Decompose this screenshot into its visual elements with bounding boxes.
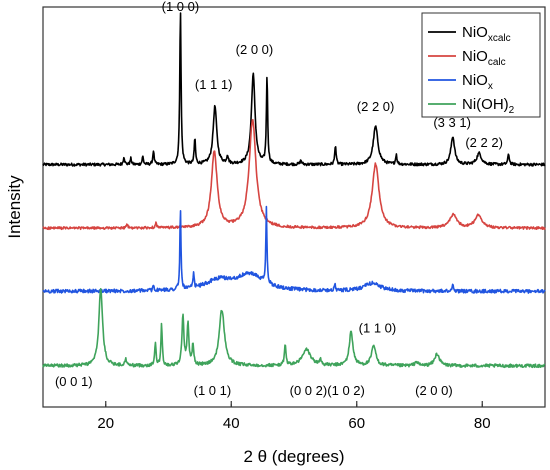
peak-labels: (1 0 0) (1 1 1) (2 0 0) (2 2 0) (3 3 1) (2 2 … (55, 0, 503, 398)
plot-frame (42, 6, 546, 408)
series-line-3 (42, 287, 546, 369)
peak-label-11: (2 0 0) (415, 383, 453, 398)
series-line-1 (42, 118, 546, 231)
x-tick-label-1: 40 (223, 415, 240, 432)
x-axis: 20 40 60 80 (97, 401, 491, 432)
peak-label-0: (1 0 0) (162, 0, 200, 14)
legend-label-0: NiOxcalc (462, 24, 511, 44)
legend-label-1: NiOcalc (462, 48, 506, 68)
legend-box (421, 12, 541, 118)
x-tick-label-0: 20 (97, 415, 114, 432)
peak-label-8: (0 0 2) (290, 383, 328, 398)
peak-label-3: (2 2 0) (357, 99, 395, 114)
legend: NiOxcalc NiOcalc NiOx Ni(OH)2 (421, 12, 541, 118)
legend-label-3: Ni(OH)2 (462, 96, 515, 116)
x-tick-label-2: 60 (348, 415, 365, 432)
y-axis-label: Intensity (5, 175, 24, 239)
series-group (42, 12, 546, 369)
series-line-2 (42, 205, 546, 294)
plot-area: (1 0 0) (1 1 1) (2 0 0) (2 2 0) (3 3 1) (2 2 … (42, 0, 546, 408)
x-tick-label-3: 80 (474, 415, 491, 432)
peak-label-2: (2 0 0) (236, 42, 274, 57)
x-axis-label: 2 θ (degrees) (243, 447, 344, 466)
peak-label-1: (1 1 1) (195, 77, 233, 92)
peak-label-9: (1 0 2) (327, 383, 365, 398)
peak-label-10: (1 1 0) (359, 321, 397, 336)
peak-label-6: (0 0 1) (55, 374, 93, 389)
legend-label-2: NiOx (462, 72, 493, 92)
peak-label-5: (2 2 2) (465, 135, 503, 150)
peak-label-7: (1 0 1) (194, 383, 232, 398)
peak-label-4: (3 3 1) (433, 115, 471, 130)
series-line-0 (42, 12, 546, 167)
